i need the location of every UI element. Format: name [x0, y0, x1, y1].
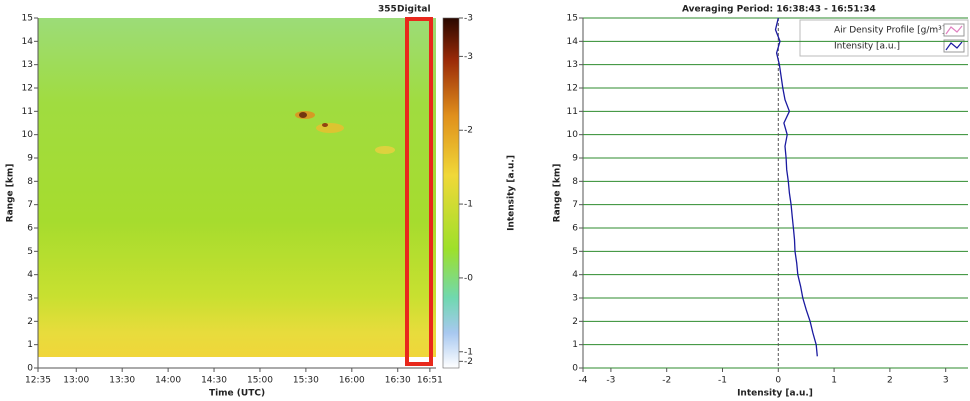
cloud — [295, 111, 395, 154]
x-tick-label: -4 — [579, 376, 588, 386]
colorbar-tick-label: -2 — [464, 357, 473, 367]
colorbar-tick-label: -3 — [464, 14, 473, 24]
x-tick-label: -3 — [606, 376, 615, 386]
y-tick-label: 14 — [567, 37, 579, 47]
y-tick-label: 11 — [567, 107, 578, 117]
mode: Digital — [397, 5, 431, 15]
chart-title: Averaging Period: 16:38:43 - 16:51:34 — [682, 5, 876, 15]
legend-label: Air Density Profile [g/m³] — [834, 26, 945, 36]
colorbar-tick-label: -3 — [464, 52, 473, 62]
x-tick-label: 15:00 — [247, 376, 273, 386]
colorbar-tick-label: -1 — [464, 347, 473, 357]
x-tick-label: 15:30 — [293, 376, 319, 386]
y-tick-label: 8 — [572, 177, 578, 187]
x-tick-label: 2 — [887, 376, 893, 386]
legend-swatch — [945, 25, 963, 35]
x-tick-label: 14:00 — [155, 376, 181, 386]
y-tick-label: 3 — [27, 294, 33, 304]
x-tick-label: 3 — [943, 376, 949, 386]
y-tick-label: 4 — [27, 270, 33, 280]
y-tick-label: 0 — [572, 364, 578, 374]
legend: Air Density Profile [g/m³] Intensity [a.u… — [799, 19, 969, 57]
x-tick-label: 13:00 — [63, 376, 89, 386]
y-tick-label: 10 — [567, 130, 579, 140]
x-tick-label: 0 — [775, 376, 781, 386]
y-axis-label: Range [km] — [553, 164, 563, 223]
colorbar-tick-label: -0 — [464, 273, 473, 283]
x-tick-label: 16:30 — [385, 376, 411, 386]
y-axis-label: Range [km] — [6, 164, 16, 223]
y-tick-label: 7 — [572, 200, 578, 210]
y-tick-label: 1 — [27, 340, 33, 350]
y-tick-label: 6 — [572, 224, 578, 234]
heatmap-field — [38, 18, 436, 357]
y-tick-label: 3 — [572, 294, 578, 304]
y-tick-label: 8 — [27, 177, 33, 187]
wavelength: 355 — [378, 5, 397, 15]
colorbar — [442, 17, 460, 369]
y-tick-label: 5 — [27, 247, 33, 257]
y-tick-label: 6 — [27, 224, 33, 234]
selection-highlight — [405, 17, 433, 366]
legend-box — [799, 19, 969, 57]
x-axis-label: Time (UTC) — [209, 389, 265, 399]
colorbar-tick-label: -1 — [464, 200, 473, 210]
y-tick-label: 12 — [22, 84, 33, 94]
y-tick-label: 14 — [22, 37, 34, 47]
x-tick-label: -1 — [718, 376, 727, 386]
y-tick-label: 0 — [27, 364, 33, 374]
x-tick-label: 16:51 — [417, 376, 443, 386]
x-tick-label: 13:30 — [109, 376, 135, 386]
x-tick-label: 16:00 — [339, 376, 365, 386]
y-tick-label: 9 — [27, 154, 33, 164]
x-tick-label: 14:30 — [201, 376, 227, 386]
profile-line — [774, 17, 818, 357]
colorbar-tick-label: -2 — [464, 126, 473, 136]
x-tick-label: -2 — [662, 376, 671, 386]
y-tick-label: 2 — [572, 317, 578, 327]
y-tick-label: 13 — [22, 60, 33, 70]
y-tick-label: 9 — [572, 154, 578, 164]
legend-label: Intensity [a.u.] — [834, 42, 900, 52]
y-tick-label: 15 — [22, 14, 33, 24]
y-tick-label: 11 — [22, 107, 33, 117]
legend-swatch — [945, 41, 963, 51]
y-tick-label: 2 — [27, 317, 33, 327]
y-tick-label: 10 — [22, 130, 34, 140]
y-tick-label: 13 — [567, 60, 578, 70]
y-tick-label: 5 — [572, 247, 578, 257]
x-tick-label: 1 — [831, 376, 837, 386]
x-tick-label: 12:35 — [25, 376, 51, 386]
y-tick-label: 12 — [567, 84, 578, 94]
y-tick-label: 4 — [572, 270, 578, 280]
y-tick-label: 7 — [27, 200, 33, 210]
y-tick-label: 1 — [572, 340, 578, 350]
y-tick-label: 15 — [567, 14, 578, 24]
x-axis-label: Intensity [a.u.] — [737, 389, 813, 399]
colorbar-label: Intensity [a.u.] — [507, 155, 517, 231]
